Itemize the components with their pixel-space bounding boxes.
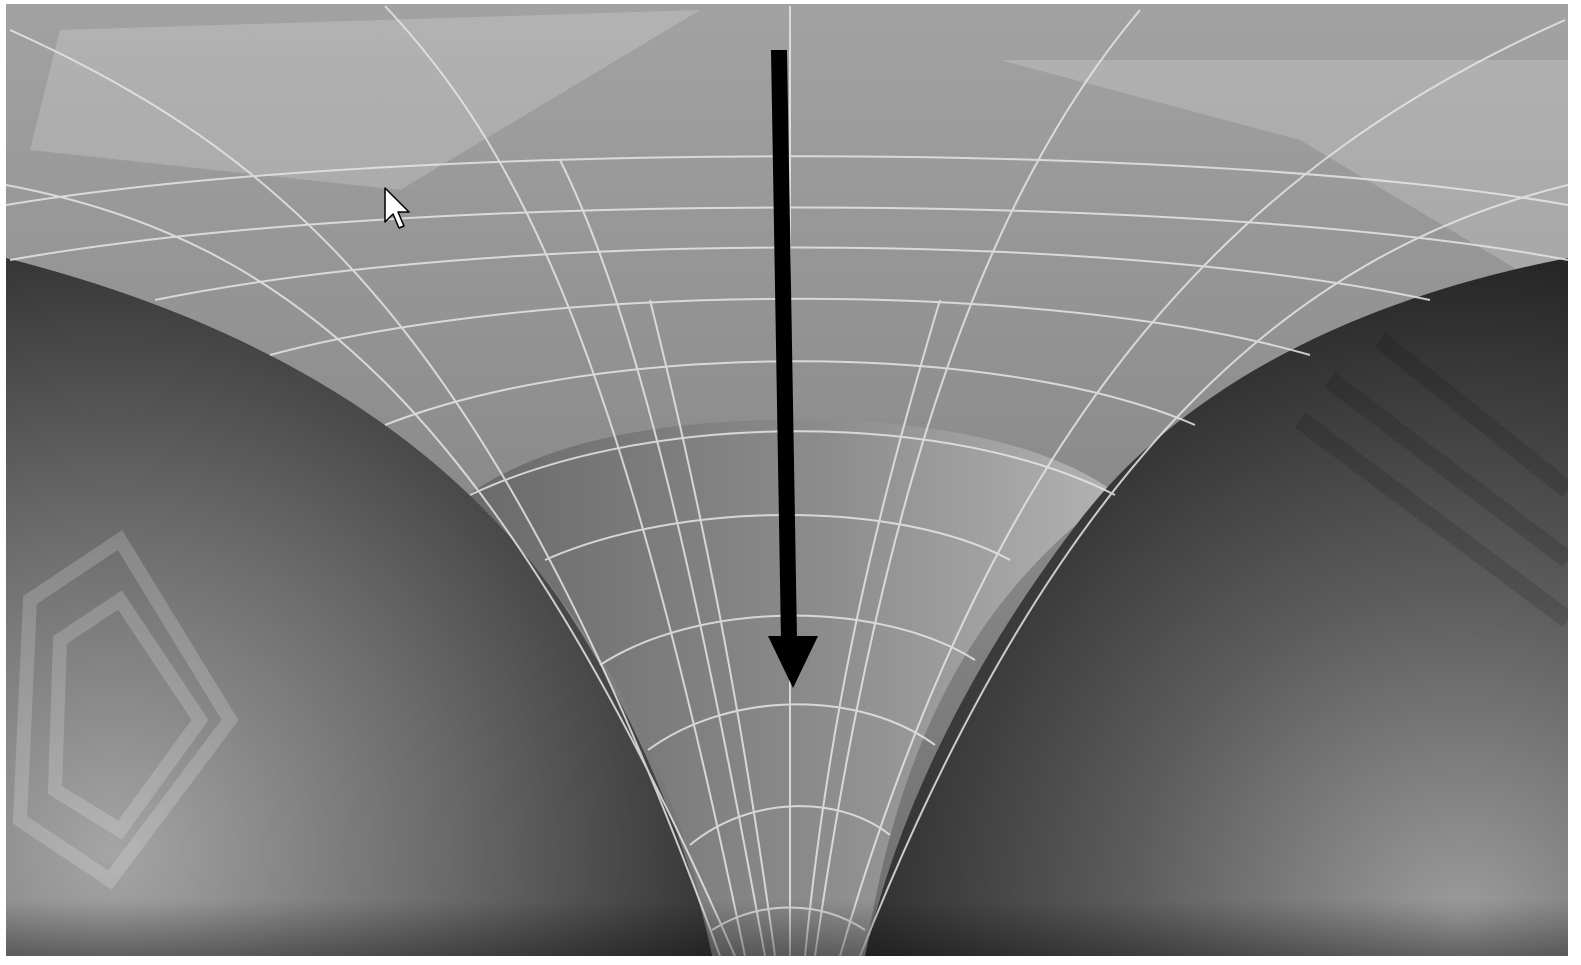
down-arrow-icon: [768, 50, 818, 688]
surface-grid: [6, 5, 1568, 956]
bottom-shade: [6, 900, 1568, 956]
mouse-pointer-icon: [384, 187, 410, 229]
sheet-light-bands: [30, 10, 1568, 300]
right-sphere: [865, 258, 1568, 956]
left-sphere: [6, 258, 712, 956]
funnel-throat: [468, 419, 1115, 956]
right-sphere-pattern: [1294, 332, 1568, 628]
left-sphere-pattern: [12, 530, 239, 890]
